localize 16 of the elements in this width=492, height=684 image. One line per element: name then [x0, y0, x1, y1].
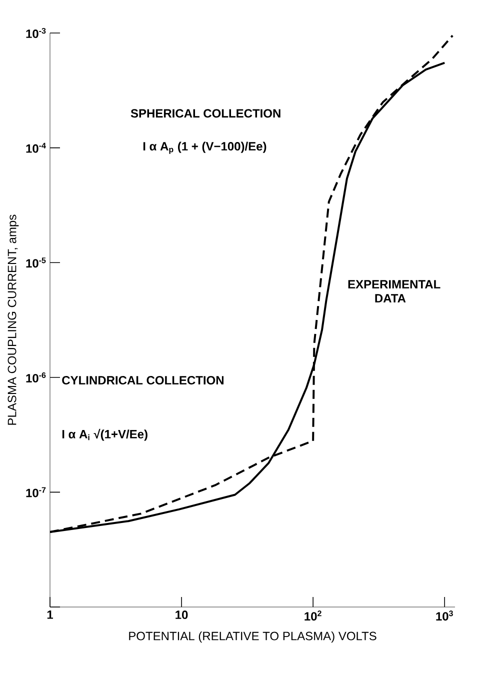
y-tick-label: 10$^{-6}$ — [26, 372, 46, 382]
x-tick-label: 10$^{2}$ — [304, 610, 322, 621]
annotation: EXPERIMENTAL DATA — [348, 280, 440, 302]
y-tick-label: 10$^{-4}$ — [26, 142, 46, 153]
annotation: SPHERICAL COLLECTION — [130, 109, 280, 118]
y-tick-label: 10$^{-5}$ — [26, 258, 46, 268]
y-axis-title: PLASMA COUPLING CURRENT, amps — [8, 214, 19, 425]
annotation: I α A$_{p}$ (1 + (V−100)/Ee) — [143, 142, 266, 154]
y-tick-label: 10$^{-7}$ — [26, 487, 46, 498]
y-tick-label: 10$^{-3}$ — [26, 28, 46, 38]
annotation: I α A$_{i}$ √(1+V/Ee) — [62, 428, 148, 441]
x-axis-title: POTENTIAL (RELATIVE TO PLASMA) VOLTS — [129, 631, 376, 643]
x-tick-label: 10 — [176, 610, 188, 620]
x-tick-label: 10$^{3}$ — [436, 610, 453, 621]
annotation: CYLINDRICAL COLLECTION — [62, 376, 224, 385]
x-tick-label: 1 — [47, 610, 53, 619]
